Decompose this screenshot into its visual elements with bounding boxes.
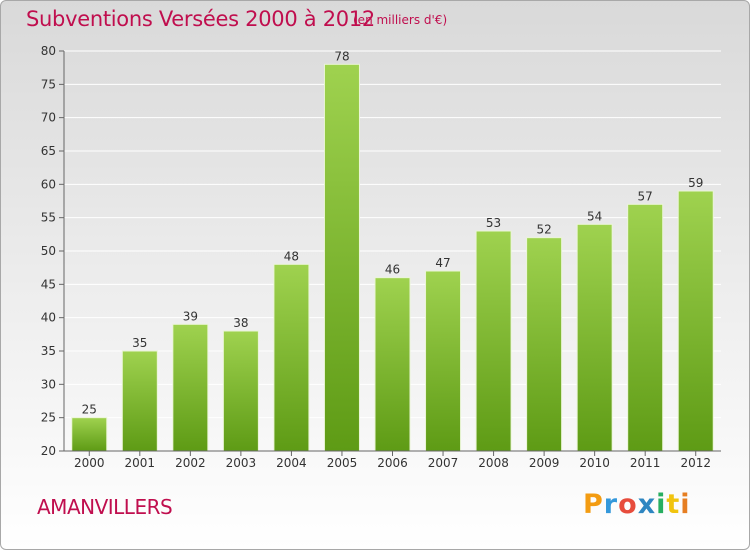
- x-tick-label: 2002: [175, 456, 206, 470]
- x-tick-label: 2008: [478, 456, 509, 470]
- x-tick-label: 2000: [74, 456, 105, 470]
- data-label: 54: [587, 209, 602, 223]
- logo-letter: i: [680, 489, 691, 520]
- logo-letter: t: [666, 489, 681, 520]
- data-label: 47: [435, 256, 450, 270]
- data-label: 78: [334, 49, 349, 63]
- data-label: 35: [132, 336, 147, 350]
- x-tick-label: 2005: [327, 456, 358, 470]
- logo-letter: P: [583, 489, 604, 520]
- data-label: 48: [284, 249, 299, 263]
- y-tick-label: 70: [41, 111, 56, 125]
- bar: [526, 237, 563, 452]
- bar: [677, 190, 714, 452]
- bar: [323, 63, 360, 452]
- x-tick-label: 2003: [226, 456, 257, 470]
- data-label: 25: [82, 403, 97, 417]
- proxiti-logo[interactable]: Proxiti: [583, 489, 691, 520]
- data-label: 52: [536, 223, 551, 237]
- y-tick-label: 25: [41, 411, 56, 425]
- x-tick-label: 2012: [680, 456, 711, 470]
- chart-subtitle: (en milliers d'€): [353, 13, 448, 27]
- bar: [121, 350, 158, 452]
- bar: [172, 323, 209, 452]
- y-tick-label: 30: [41, 377, 56, 391]
- data-label: 53: [486, 216, 501, 230]
- bar: [374, 277, 411, 452]
- y-tick-label: 65: [41, 144, 56, 158]
- y-tick-label: 45: [41, 277, 56, 291]
- data-label: 57: [638, 189, 653, 203]
- chart-title: Subventions Versées 2000 à 2012: [26, 7, 375, 31]
- commune-name: AMANVILLERS: [37, 495, 173, 519]
- y-tick-label: 55: [41, 211, 56, 225]
- data-label: 38: [233, 316, 248, 330]
- y-tick-label: 60: [41, 177, 56, 191]
- data-label: 46: [385, 263, 400, 277]
- bar: [273, 263, 310, 452]
- y-tick-label: 80: [41, 44, 56, 58]
- logo-letter: o: [618, 489, 638, 520]
- x-tick-label: 2001: [125, 456, 156, 470]
- logo-letter: x: [637, 489, 657, 520]
- logo-letter: r: [603, 489, 619, 520]
- bar: [475, 230, 512, 452]
- bar: [627, 203, 664, 452]
- y-tick-label: 40: [41, 311, 56, 325]
- x-tick-label: 2010: [579, 456, 610, 470]
- x-tick-label: 2004: [276, 456, 307, 470]
- x-tick-label: 2007: [428, 456, 459, 470]
- logo-letter: i: [656, 489, 667, 520]
- bar: [71, 417, 108, 452]
- x-tick-label: 2006: [377, 456, 408, 470]
- data-label: 59: [688, 176, 703, 190]
- x-tick-label: 2009: [529, 456, 560, 470]
- bar: [222, 330, 259, 452]
- y-tick-label: 75: [41, 77, 56, 91]
- y-tick-label: 20: [41, 444, 56, 458]
- data-label: 39: [183, 309, 198, 323]
- x-tick-label: 2011: [630, 456, 661, 470]
- y-tick-label: 50: [41, 244, 56, 258]
- bar: [576, 223, 613, 452]
- bar: [425, 270, 462, 452]
- y-tick-label: 35: [41, 344, 56, 358]
